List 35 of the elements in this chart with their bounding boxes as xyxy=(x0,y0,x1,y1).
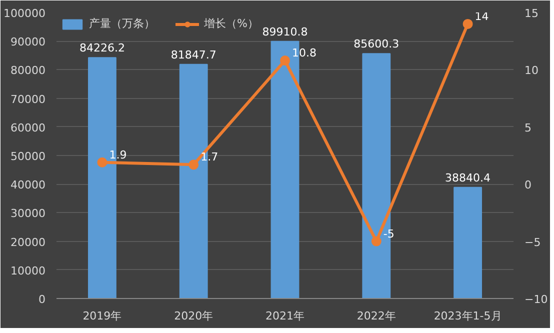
point xyxy=(371,236,382,246)
y-tick-label: 80000 xyxy=(10,64,46,78)
y-tick-label: 30000 xyxy=(10,207,46,220)
x-tick-label: 2023年1-5月 xyxy=(434,310,502,322)
y2-tick-label: 10 xyxy=(524,64,538,78)
y-tick-label: 100000 xyxy=(4,7,46,20)
x-tick-label: 2020年 xyxy=(174,310,214,322)
y2-tick-label: 0 xyxy=(524,178,532,192)
y2-tick-label: −5 xyxy=(524,236,541,249)
y-tick-label: 90000 xyxy=(10,36,46,49)
data-label: 84226.2 xyxy=(79,42,125,55)
y2-tick-label: 5 xyxy=(524,121,532,134)
x-tick-label: 2022年 xyxy=(356,310,396,322)
y-tick-label: 0 xyxy=(38,293,46,306)
point xyxy=(462,18,473,29)
y-tick-label: 20000 xyxy=(10,236,46,249)
y-tick-label: 50000 xyxy=(10,150,46,163)
y-tick-label: 10000 xyxy=(10,264,46,278)
y-tick-label: 60000 xyxy=(10,121,46,134)
data-label: 81847.7 xyxy=(170,48,216,62)
y2-tick-label: −10 xyxy=(524,293,548,306)
point xyxy=(188,160,199,170)
data-label: 38840.4 xyxy=(445,171,491,184)
bar xyxy=(454,186,482,298)
y-tick-label: 70000 xyxy=(10,92,46,106)
x-tick-label: 2019年 xyxy=(82,310,122,322)
y2-tick-label: 15 xyxy=(524,7,538,20)
legend-label: 增长（%） xyxy=(204,16,258,31)
y-tick-label: 40000 xyxy=(10,178,46,192)
point xyxy=(97,157,108,168)
point xyxy=(280,56,290,66)
data-label: 85600.3 xyxy=(354,38,400,51)
data-label: 89910.8 xyxy=(262,25,308,38)
legend-label: 产量（万条） xyxy=(89,16,155,31)
x-tick-label: 2021年 xyxy=(266,310,305,322)
